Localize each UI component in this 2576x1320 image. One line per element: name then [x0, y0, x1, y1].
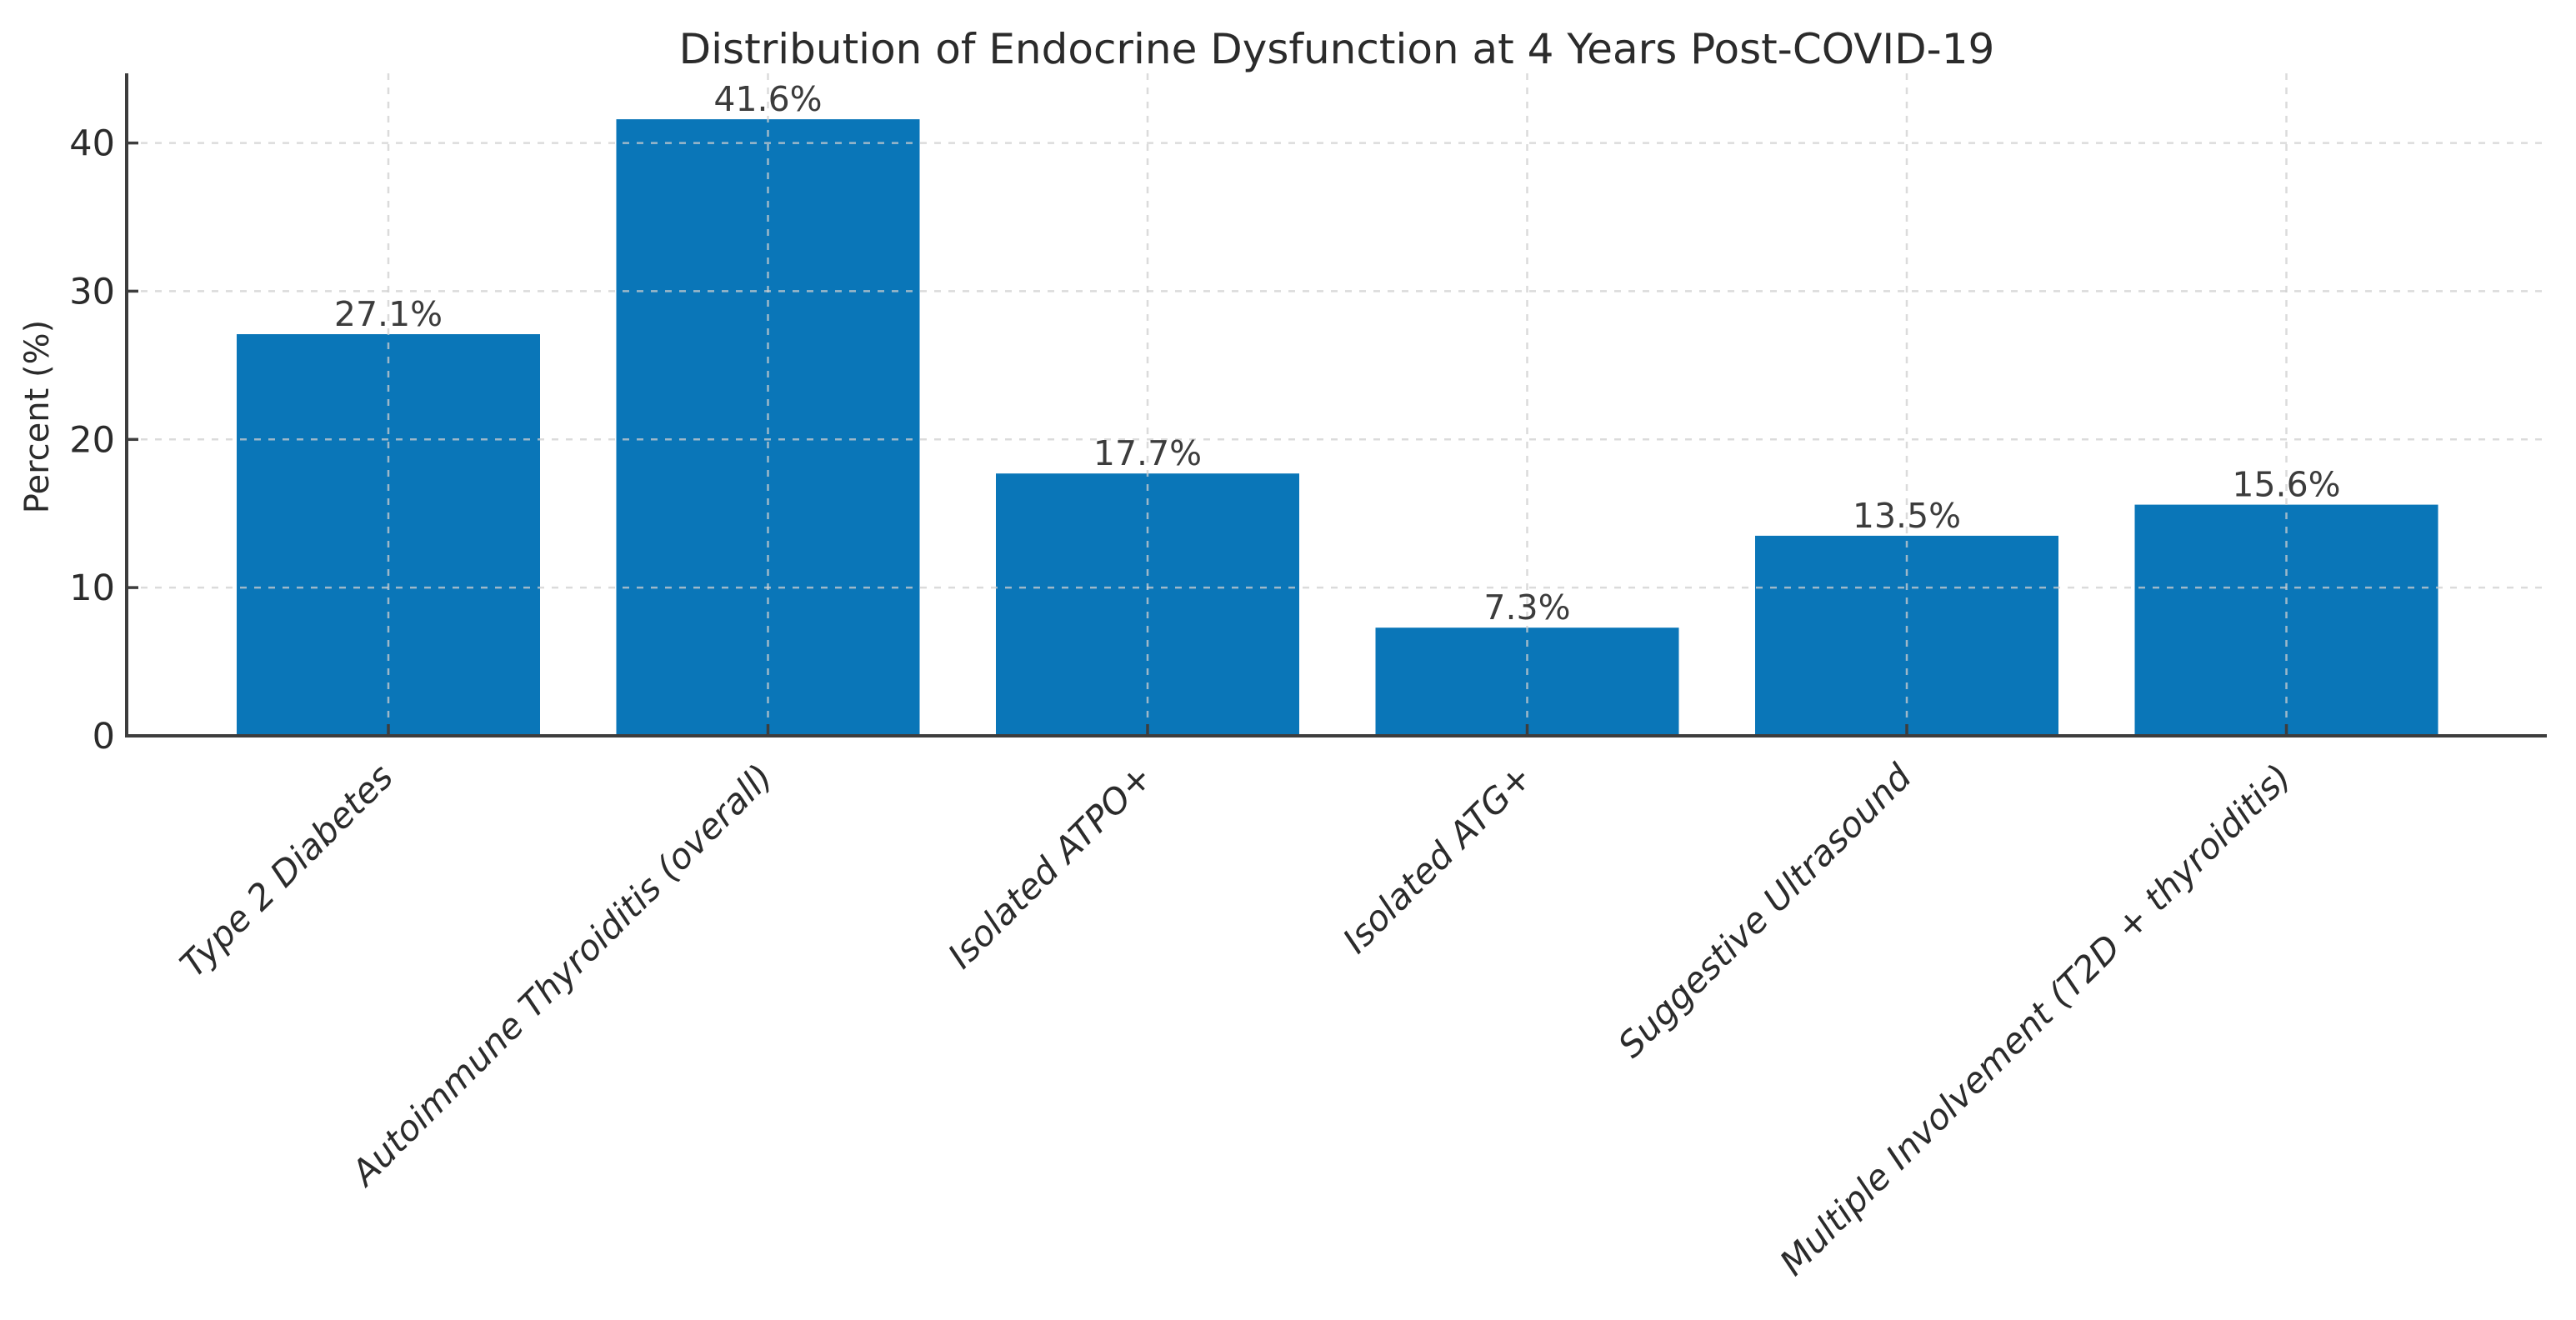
bar-value-label: 17.7%: [1093, 433, 1202, 473]
bar-value-label: 27.1%: [334, 294, 443, 334]
gridlines-group: [127, 73, 2547, 736]
bar: [1755, 535, 2058, 736]
bar-value-label: 13.5%: [1853, 496, 1961, 536]
axis-spines: [125, 73, 2547, 738]
bar-value-label: 15.6%: [2232, 465, 2340, 505]
y-tick-label: 40: [69, 123, 115, 165]
y-tick-label: 30: [69, 271, 115, 312]
y-axis-label: Percent (%): [18, 320, 57, 513]
y-tick-label: 20: [69, 419, 115, 461]
bar-value-labels: 27.1% 41.6% 17.7% 7.3% 13.5% 15.6%: [334, 79, 2341, 628]
y-tick-label: 0: [93, 716, 115, 758]
tick-marks: [127, 141, 2288, 738]
bars-group: [237, 119, 2438, 737]
x-tick-label: Suggestive Ultrasound: [1610, 756, 1919, 1065]
x-tick-label: Type 2 Diabetes: [173, 756, 402, 985]
y-tick-label: 10: [69, 568, 115, 609]
x-tick-label: Autoimmune Thyroiditis (overall): [342, 756, 780, 1194]
x-tick-label: Isolated ATG+: [1335, 756, 1540, 961]
bar-value-label: 7.3%: [1483, 588, 1570, 628]
plot-area: 0 10 20 30 40 27.1% 41.6% 17.7% 7.3% 13.5% 15.6% Ty…: [69, 73, 2547, 1283]
x-tick-label: Isolated ATPO+: [940, 756, 1160, 976]
bar: [237, 334, 540, 736]
y-tick-labels: 0 10 20 30 40: [69, 123, 115, 758]
bar-value-label: 41.6%: [713, 79, 822, 119]
chart-title: Distribution of Endocrine Dysfunction at…: [679, 25, 1995, 73]
